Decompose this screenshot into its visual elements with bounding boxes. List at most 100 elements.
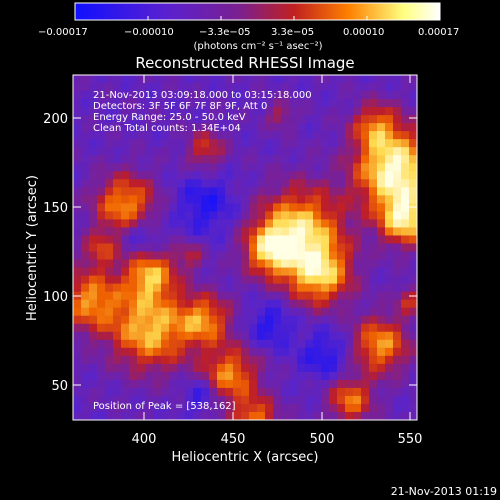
image-pixel <box>353 75 362 84</box>
image-pixel <box>321 75 330 84</box>
image-pixel <box>273 131 282 140</box>
image-pixel <box>329 355 338 365</box>
image-pixel <box>113 107 122 116</box>
image-pixel <box>297 243 306 253</box>
image-pixel <box>169 395 178 405</box>
image-pixel <box>201 411 210 420</box>
image-pixel <box>361 235 370 245</box>
image-pixel <box>217 131 226 140</box>
image-pixel <box>257 267 266 277</box>
image-pixel <box>193 115 202 124</box>
image-pixel <box>321 315 330 325</box>
image-pixel <box>353 387 362 397</box>
image-pixel <box>353 259 362 269</box>
image-pixel <box>257 219 266 229</box>
image-pixel <box>233 291 242 301</box>
image-pixel <box>137 299 146 309</box>
image-pixel <box>361 131 370 140</box>
image-pixel <box>81 187 90 196</box>
image-pixel <box>393 203 402 212</box>
image-pixel <box>169 227 178 237</box>
image-pixel <box>353 195 362 204</box>
image-pixel <box>297 403 306 413</box>
image-pixel <box>225 371 234 381</box>
image-pixel <box>161 259 170 269</box>
image-pixel <box>241 195 250 204</box>
image-pixel <box>313 155 322 164</box>
image-pixel <box>153 403 162 413</box>
image-pixel <box>297 163 306 172</box>
image-pixel <box>353 235 362 245</box>
image-pixel <box>337 307 346 317</box>
image-pixel <box>97 379 106 389</box>
image-pixel <box>305 371 314 381</box>
image-pixel <box>185 347 194 357</box>
image-pixel <box>129 323 138 333</box>
image-pixel <box>353 179 362 188</box>
image-pixel <box>89 267 98 277</box>
image-pixel <box>289 139 298 148</box>
image-pixel <box>297 355 306 365</box>
image-pixel <box>217 395 226 405</box>
image-pixel <box>361 283 370 293</box>
image-pixel <box>385 379 394 389</box>
image-pixel <box>113 131 122 140</box>
image-pixel <box>89 115 98 124</box>
image-pixel <box>153 259 162 269</box>
image-pixel <box>73 235 82 245</box>
image-pixel <box>265 211 274 221</box>
image-pixel <box>313 315 322 325</box>
image-pixel <box>121 403 130 413</box>
image-pixel <box>401 83 410 92</box>
image-pixel <box>225 299 234 309</box>
image-pixel <box>377 227 386 237</box>
image-pixel <box>281 83 290 92</box>
image-pixel <box>257 187 266 196</box>
image-pixel <box>153 347 162 357</box>
image-pixel <box>217 403 226 413</box>
image-pixel <box>217 235 226 245</box>
image-pixel <box>137 155 146 164</box>
image-pixel <box>81 275 90 285</box>
image-pixel <box>329 347 338 357</box>
image-pixel <box>265 339 274 349</box>
image-pixel <box>73 267 82 277</box>
image-pixel <box>393 251 402 261</box>
image-pixel <box>401 227 410 237</box>
image-pixel <box>241 131 250 140</box>
image-pixel <box>185 315 194 325</box>
image-pixel <box>129 363 138 373</box>
image-pixel <box>393 179 402 188</box>
image-pixel <box>121 91 130 100</box>
image-pixel <box>225 235 234 245</box>
image-pixel <box>209 371 218 381</box>
image-pixel <box>249 75 258 84</box>
image-pixel <box>121 179 130 188</box>
image-pixel <box>81 283 90 293</box>
image-pixel <box>337 123 346 132</box>
image-pixel <box>241 291 250 301</box>
image-pixel <box>345 131 354 140</box>
image-pixel <box>145 251 154 261</box>
image-pixel <box>73 355 82 365</box>
image-pixel <box>169 291 178 301</box>
image-pixel <box>81 195 90 204</box>
image-pixel <box>137 179 146 188</box>
image-pixel <box>297 91 306 100</box>
image-pixel <box>233 379 242 389</box>
image-pixel <box>337 147 346 156</box>
image-pixel <box>217 155 226 164</box>
image-pixel <box>81 387 90 397</box>
image-pixel <box>233 235 242 245</box>
image-pixel <box>409 147 417 156</box>
image-pixel <box>369 203 378 212</box>
image-pixel <box>73 227 82 237</box>
image-pixel <box>249 147 258 156</box>
image-pixel <box>105 371 114 381</box>
image-pixel <box>97 147 106 156</box>
image-pixel <box>225 123 234 132</box>
image-pixel <box>361 227 370 237</box>
image-pixel <box>305 251 314 261</box>
image-pixel <box>169 403 178 413</box>
image-pixel <box>257 363 266 373</box>
